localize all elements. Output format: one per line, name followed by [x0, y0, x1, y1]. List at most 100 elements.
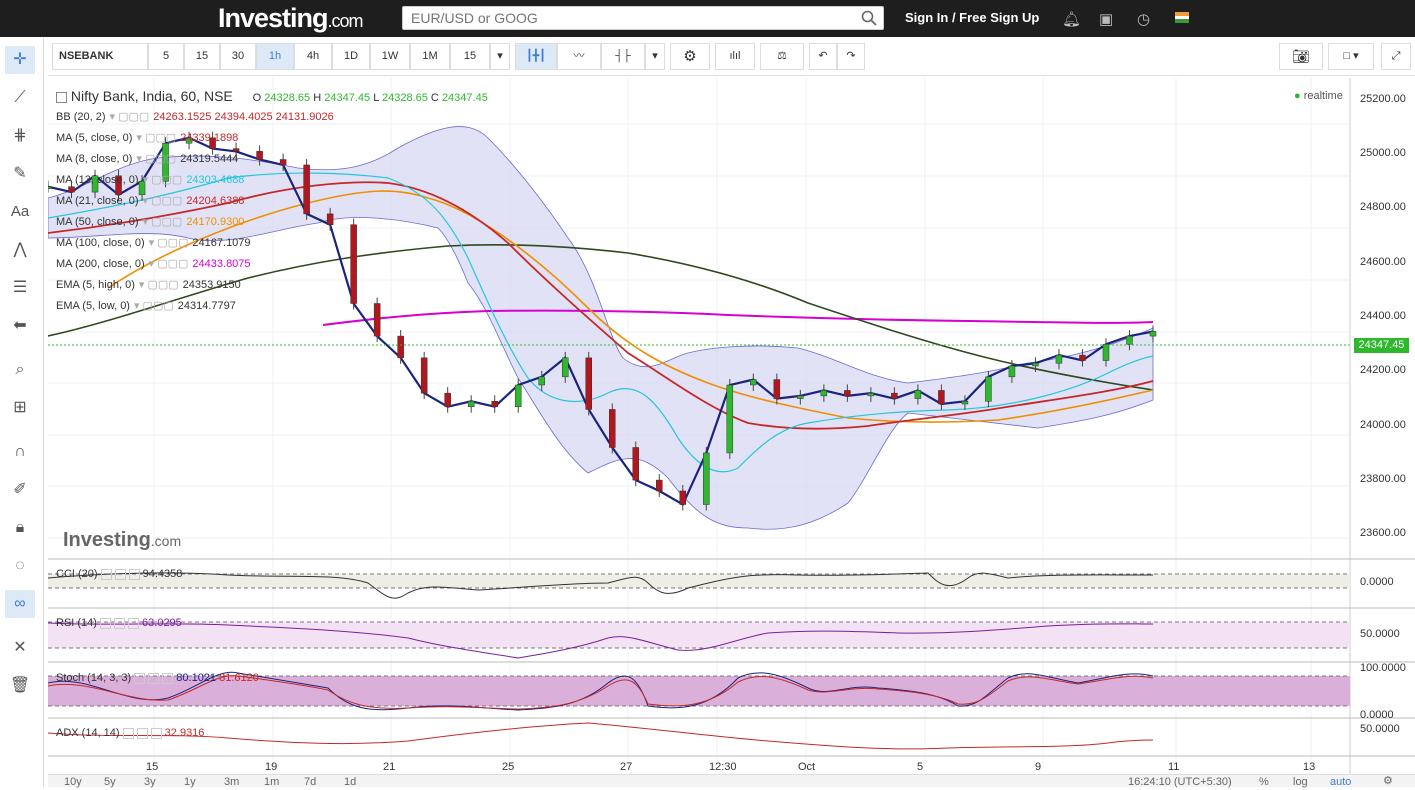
pattern-icon[interactable]: ⋀	[13, 241, 27, 258]
pencil-lock-icon[interactable]: ✐	[13, 481, 27, 498]
indicator-legend-item[interactable]: MA (200, close, 0) ▾ ▢▢▢ 24433.8075	[56, 258, 251, 270]
measure-icon[interactable]: ⊞	[13, 399, 27, 416]
settings-gear-icon[interactable]: ⚙	[670, 43, 710, 70]
range-button[interactable]: 1m	[264, 776, 280, 788]
tools-icon[interactable]: ✕	[13, 639, 27, 656]
interval-1h[interactable]: 1h	[256, 43, 294, 70]
indicator-controls-icon[interactable]: ▾ ▢▢▢	[136, 153, 177, 165]
range-button[interactable]: 3m	[224, 776, 240, 788]
prediction-icon[interactable]: ☰	[12, 279, 28, 296]
link-icon[interactable]: ∞	[5, 590, 35, 618]
range-button[interactable]: 7d	[304, 776, 317, 788]
indicator-controls-icon[interactable]: ▾ ▢▢▢	[148, 258, 189, 270]
camera-icon[interactable]: 📷︎	[1279, 43, 1323, 70]
lock-icon[interactable]: 🔒︎	[15, 519, 25, 536]
chart-canvas[interactable]	[44, 78, 1415, 787]
interval-dropdown-icon[interactable]: ▾	[490, 43, 510, 70]
indicator-legend-item[interactable]: MA (13, close, 0) ▾ ▢▢▢ 24303.4688	[56, 174, 245, 186]
range-button[interactable]: 1y	[184, 776, 196, 788]
search-icon[interactable]	[861, 10, 877, 26]
interval-1m[interactable]: 1M	[410, 43, 450, 70]
search-box	[402, 6, 884, 30]
redo-icon[interactable]: ↷	[837, 43, 865, 70]
interval-1d[interactable]: 1D	[332, 43, 370, 70]
ma-21-line	[47, 181, 1154, 430]
indicators-icon[interactable]: ılıl	[715, 43, 755, 70]
template-icon[interactable]: □ ▾	[1328, 43, 1374, 70]
compare-scale-icon[interactable]: ⚖	[760, 43, 804, 70]
indicator-controls-icon[interactable]: ▾ ▢▢▢	[136, 132, 177, 144]
price-axis-label: 24800.00	[1360, 201, 1406, 214]
indicator-controls-icon[interactable]: ▾ ▢▢▢	[138, 279, 179, 291]
interval-30[interactable]: 30	[220, 43, 256, 70]
price-axis-label: 24600.00	[1360, 255, 1406, 268]
trash-icon[interactable]: 🗑︎	[9, 677, 31, 694]
indicator-controls-icon[interactable]: ▾ ▢▢▢	[142, 174, 183, 186]
candlestick-icon[interactable]: ┃╋┃	[515, 43, 557, 70]
text-tool-icon[interactable]: Aa	[10, 203, 30, 220]
indicator-controls-icon[interactable]: ▾ ▢▢▢	[142, 195, 183, 207]
interval-4h[interactable]: 4h	[294, 43, 332, 70]
undo-icon[interactable]: ↶	[809, 43, 837, 70]
fullscreen-icon[interactable]: ⤢	[1381, 43, 1411, 70]
interval-15[interactable]: 15	[184, 43, 220, 70]
indicator-legend-item[interactable]: BB (20, 2) ▾ ▢▢▢ 24263.1525 24394.4025 241…	[56, 111, 334, 123]
crosshair-icon[interactable]: ✛	[5, 46, 35, 74]
search-input[interactable]	[403, 7, 843, 29]
ma-100-line	[47, 244, 1154, 391]
range-button[interactable]: 1d	[344, 776, 357, 788]
candle-body	[938, 390, 945, 405]
investing-logo[interactable]: Investing.com	[218, 3, 364, 33]
briefcase-icon[interactable]: ▣	[1099, 11, 1114, 28]
cci-legend: CCI (20) 94.4358	[56, 568, 183, 580]
candle-body	[115, 175, 122, 196]
chart-area[interactable]: Nifty Bank, India, 60, NSE O 24328.65 H …	[44, 78, 1415, 787]
bell-icon[interactable]: 🔔︎	[1062, 11, 1082, 28]
hide-icon[interactable]: ◌	[15, 557, 25, 574]
indicator-legend-item[interactable]: MA (5, close, 0) ▾ ▢▢▢ 24339.1898	[56, 132, 239, 144]
indicator-legend-item[interactable]: MA (21, close, 0) ▾ ▢▢▢ 24204.6388	[56, 195, 245, 207]
clock-icon[interactable]: ◷	[1137, 11, 1151, 28]
candle-body	[420, 357, 428, 394]
indicator-legend-item[interactable]: MA (8, close, 0) ▾ ▢▢▢ 24319.5444	[56, 153, 239, 165]
brush-icon[interactable]: ✎	[13, 165, 27, 182]
indicator-legend-item[interactable]: MA (50, close, 0) ▾ ▢▢▢ 24170.9300	[56, 216, 245, 228]
fib-icon[interactable]: ⋕	[13, 127, 27, 144]
interval-custom[interactable]: 15	[450, 43, 490, 70]
indicator-legend-item[interactable]: EMA (5, low, 0) ▾ ▢▢▢ 24314.7797	[56, 300, 236, 312]
interval-1w[interactable]: 1W	[370, 43, 410, 70]
indicator-controls-icon[interactable]: ▾ ▢▢▢	[142, 216, 183, 228]
candle-body	[162, 142, 169, 182]
symbol-input[interactable]: NSEBANK	[52, 43, 148, 70]
line-chart-icon[interactable]: 〰	[557, 43, 601, 70]
log-toggle[interactable]: log	[1293, 776, 1308, 788]
zoom-icon[interactable]: ⌕	[15, 361, 25, 378]
time-axis-label: 19	[265, 761, 278, 773]
settings-gear-icon[interactable]: ⚙	[1383, 775, 1393, 787]
indicator-controls-icon[interactable]: ▾ ▢▢▢	[133, 300, 174, 312]
auto-toggle[interactable]: auto	[1330, 776, 1352, 788]
indicator-legend-item[interactable]: EMA (5, high, 0) ▾ ▢▢▢ 24353.9150	[56, 279, 241, 291]
back-arrow-icon[interactable]: ⬅	[13, 317, 27, 334]
magnet-icon[interactable]: ∩	[14, 443, 26, 460]
india-flag-icon[interactable]	[1175, 12, 1189, 23]
chart-type-dropdown-icon[interactable]: ▾	[645, 43, 665, 70]
interval-5[interactable]: 5	[148, 43, 184, 70]
candle-body	[656, 479, 663, 492]
collapse-icon[interactable]	[56, 91, 67, 103]
sign-in-link[interactable]: Sign In / Free Sign Up	[905, 10, 1040, 25]
percent-toggle[interactable]: %	[1259, 776, 1269, 788]
indicator-controls-icon[interactable]: ▾ ▢▢▢	[109, 111, 150, 123]
range-button[interactable]: 3y	[144, 776, 156, 788]
time-axis-label: 9	[1035, 761, 1042, 773]
bar-chart-icon[interactable]: ┤├	[601, 43, 645, 70]
range-button[interactable]: 10y	[64, 776, 82, 788]
candle-body	[820, 390, 828, 397]
indicator-controls-icon[interactable]: ▾ ▢▢▢	[148, 237, 189, 249]
candlestick-series	[44, 131, 1157, 511]
range-button[interactable]: 5y	[104, 776, 116, 788]
time-axis-label: 12:30	[709, 761, 737, 773]
trendline-icon[interactable]: ⟋	[14, 89, 26, 106]
indicator-legend-item[interactable]: MA (100, close, 0) ▾ ▢▢▢ 24167.1079	[56, 237, 251, 249]
chart-legend-title: Nifty Bank, India, 60, NSE O 24328.65 H …	[56, 88, 488, 104]
